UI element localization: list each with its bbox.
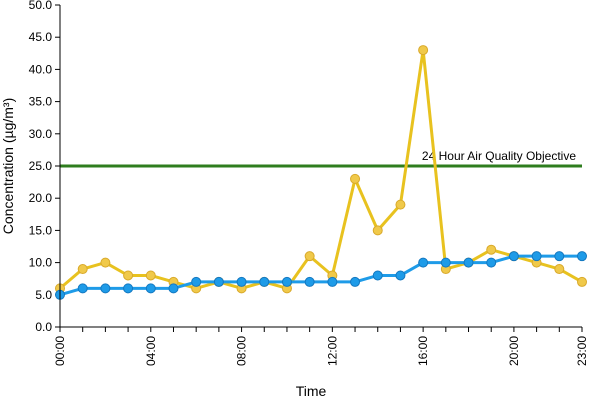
series-2-point — [486, 257, 497, 268]
series-1-point — [418, 45, 429, 56]
y-tick-label: 0.0 — [35, 320, 52, 334]
series-2-point — [259, 276, 270, 287]
series-2-point — [577, 251, 587, 262]
y-tick-label: 5.0 — [35, 288, 52, 302]
y-tick-label: 50.0 — [29, 0, 53, 12]
series-2-point — [77, 283, 88, 294]
reference-line-group: 24 Hour Air Quality Objective — [60, 149, 582, 168]
series-2-point — [100, 283, 111, 294]
series-2-point — [304, 276, 315, 287]
series-1-line — [59, 48, 583, 290]
y-tick-label: 40.0 — [29, 62, 53, 76]
series-1-point — [304, 251, 315, 262]
series-2-point — [350, 276, 361, 287]
series-2-point — [508, 251, 519, 262]
x-tick-label: 12:00 — [325, 336, 339, 366]
y-tick-label: 15.0 — [29, 223, 53, 237]
series-2-point — [531, 251, 542, 262]
series-2-point — [395, 270, 406, 281]
series-2-point — [372, 270, 383, 281]
series-1-point — [350, 173, 361, 184]
series-1-point — [145, 270, 156, 281]
series-2-point — [168, 283, 179, 294]
series-2-point — [123, 283, 134, 294]
y-tick-label: 25.0 — [29, 159, 53, 173]
x-tick-label: 16:00 — [416, 336, 430, 366]
series-2-point — [418, 257, 429, 268]
series-1-point — [486, 244, 497, 255]
y-tick-label: 30.0 — [29, 127, 53, 141]
series-2-point — [281, 276, 292, 287]
series-1-point — [554, 264, 565, 275]
y-tick-label: 20.0 — [29, 191, 53, 205]
series-2-point — [145, 283, 156, 294]
y-tick-label: 45.0 — [29, 30, 53, 44]
x-axis-ticks: 00:00 04:00 08:00 12:00 16:00 20:00 23:00 — [53, 327, 589, 366]
y-tick-label: 35.0 — [29, 95, 53, 109]
x-tick-label: 04:00 — [144, 336, 158, 366]
x-tick-label: 23:00 — [575, 336, 589, 366]
y-tick-label: 10.0 — [29, 256, 53, 270]
series-2-point — [440, 257, 451, 268]
series-2-point — [463, 257, 474, 268]
series-1-point — [77, 264, 88, 275]
series-2-point — [213, 276, 224, 287]
series-group — [55, 45, 587, 300]
series-1-point — [577, 276, 587, 287]
series-2-point — [554, 251, 565, 262]
y-axis-ticks: 0.0 5.0 10.0 15.0 20.0 25.0 30.0 35.0 40.0 45.0 50… — [29, 0, 60, 334]
series-2-point — [236, 276, 247, 287]
series-1-point — [123, 270, 134, 281]
air-quality-objective-label: 24 Hour Air Quality Objective — [422, 149, 576, 163]
x-tick-label: 00:00 — [53, 336, 67, 366]
y-axis-title: Concentration (µg/m³) — [0, 98, 16, 234]
series-2-point — [191, 276, 202, 287]
series-1-point — [395, 199, 406, 210]
series-2-point — [327, 276, 338, 287]
x-axis-title: Time — [296, 383, 327, 399]
x-tick-label: 20:00 — [507, 336, 521, 366]
series-1-point — [372, 225, 383, 236]
series-1-point — [100, 257, 111, 268]
x-tick-label: 08:00 — [235, 336, 249, 366]
